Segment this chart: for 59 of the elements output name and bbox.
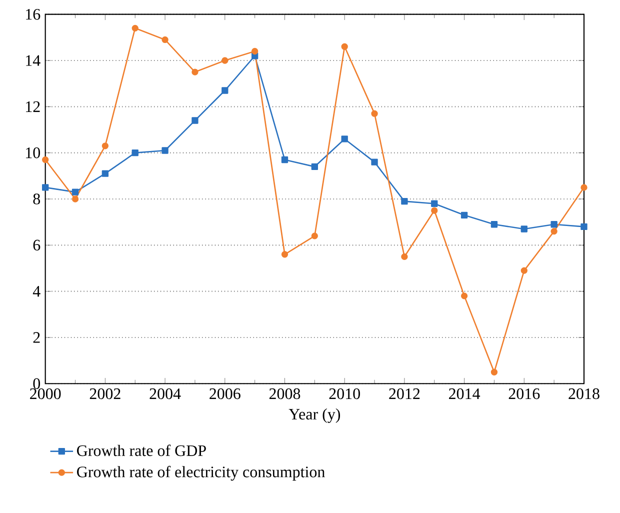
point	[162, 36, 168, 44]
legend-label: Growth rate of electricity consumption	[77, 466, 325, 481]
point	[341, 43, 348, 50]
point	[102, 142, 109, 150]
point	[72, 188, 79, 196]
y-tick-label: 0	[33, 378, 40, 390]
legend-label: Growth rate of GDP	[77, 444, 206, 456]
x-tick-label: 2006	[210, 388, 240, 400]
point	[460, 292, 468, 300]
point	[192, 117, 198, 124]
point	[550, 228, 558, 235]
y-tick-label: 4	[32, 286, 40, 297]
point	[401, 253, 408, 260]
point	[222, 57, 228, 64]
point	[311, 163, 318, 170]
point	[431, 200, 438, 207]
point	[102, 170, 109, 177]
point	[490, 368, 498, 376]
x-tick-label: 2012	[389, 388, 420, 400]
point	[520, 226, 528, 232]
point	[580, 223, 588, 230]
point	[132, 24, 138, 32]
point	[371, 110, 378, 117]
x-tick-label: 2014	[449, 388, 480, 400]
point	[431, 207, 438, 214]
y-tick-label: 12	[26, 101, 40, 112]
point	[222, 87, 228, 94]
point	[281, 251, 288, 258]
x-tick-label: 2018	[568, 388, 600, 400]
x-tick-label: 2000	[30, 388, 61, 400]
point	[42, 184, 49, 191]
x-tick-label: 2010	[329, 388, 360, 400]
y-tick-label: 14	[26, 55, 40, 66]
point	[192, 68, 198, 76]
point	[42, 156, 49, 164]
x-tick-label: 2002	[90, 388, 120, 400]
y-tick-label: 8	[33, 194, 40, 204]
y-tick-label: 10	[26, 147, 40, 158]
point	[311, 232, 318, 240]
point	[72, 196, 79, 202]
point	[132, 149, 138, 156]
x-tick-label: 2004	[150, 388, 181, 400]
x-tick-label: 2016	[508, 388, 540, 400]
point	[401, 198, 408, 205]
y-tick-label: 2	[33, 332, 40, 343]
point	[251, 48, 258, 55]
point	[460, 212, 468, 218]
point	[281, 156, 288, 164]
point	[341, 136, 348, 142]
point	[520, 267, 528, 274]
y-tick-label: 6	[33, 240, 40, 251]
y-tick-label: 16	[26, 8, 40, 20]
x-tick-label: 2008	[269, 388, 300, 400]
point	[550, 221, 558, 228]
point	[162, 147, 168, 154]
point	[580, 184, 588, 191]
point	[490, 221, 498, 228]
x-axis-title: Year (y)	[288, 408, 340, 423]
point	[371, 158, 378, 166]
